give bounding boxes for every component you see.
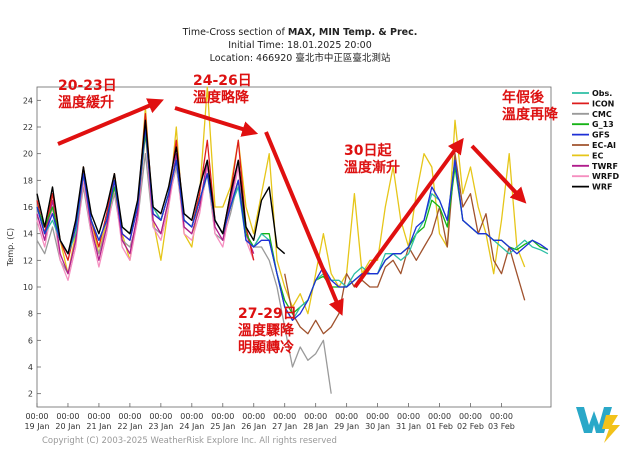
y-tick-label: 22 bbox=[23, 123, 33, 132]
annotation-line: 27-29日 bbox=[238, 306, 297, 322]
annotation-line: 明顯轉冷 bbox=[238, 339, 294, 356]
plot-border bbox=[36, 86, 552, 408]
x-tick-date: 25 Jan bbox=[210, 422, 235, 431]
x-tick-time: 00:00 bbox=[459, 412, 482, 421]
y-tick-label: 12 bbox=[23, 256, 33, 265]
legend-label: ICON bbox=[592, 99, 614, 108]
legend-label: G_13 bbox=[592, 120, 614, 129]
y-tick-label: 2 bbox=[28, 390, 33, 399]
y-tick-label: 8 bbox=[28, 310, 33, 319]
series-line-ec-ai bbox=[284, 153, 526, 335]
annotation-3: 27-29日溫度驟降明顯轉冷 bbox=[238, 306, 297, 356]
x-tick-time: 00:00 bbox=[149, 412, 172, 421]
annotation-1: 20-23日溫度緩升 bbox=[58, 78, 117, 111]
x-tick-date: 24 Jan bbox=[179, 422, 204, 431]
annotation-line: 溫度漸升 bbox=[344, 159, 400, 176]
annotation-arrow-5 bbox=[470, 144, 527, 204]
annotation-arrow-4 bbox=[353, 137, 464, 289]
series-line-wrf bbox=[36, 119, 286, 255]
x-tick-time: 00:00 bbox=[335, 412, 358, 421]
x-tick-date: 21 Jan bbox=[86, 422, 111, 431]
annotation-line: 24-26日 bbox=[193, 73, 252, 89]
legend-label: CMC bbox=[592, 110, 612, 119]
copyright-text: Copyright (C) 2003-2025 WeatherRisk Expl… bbox=[42, 436, 337, 446]
plot-series bbox=[36, 86, 549, 394]
y-tick-label: 4 bbox=[28, 363, 33, 372]
annotation-4: 30日起溫度漸升 bbox=[344, 142, 400, 176]
x-tick-date: 31 Jan bbox=[396, 422, 421, 431]
legend-label: GFS bbox=[592, 131, 610, 140]
x-tick-date: 03 Feb bbox=[488, 422, 515, 431]
legend-label: WRFD bbox=[592, 172, 619, 181]
x-tick-date: 19 Jan bbox=[24, 422, 49, 431]
y-tick-label: 16 bbox=[23, 203, 33, 212]
x-tick-time: 00:00 bbox=[273, 412, 296, 421]
plot-frame bbox=[36, 86, 552, 408]
annotation-line: 年假後 bbox=[502, 89, 545, 106]
annotation-arrow-1 bbox=[57, 98, 164, 146]
annotation-line: 20-23日 bbox=[58, 78, 117, 94]
annotation-5: 年假後溫度再降 bbox=[502, 89, 559, 123]
x-tick-date: 01 Feb bbox=[426, 422, 453, 431]
x-tick-time: 00:00 bbox=[211, 412, 234, 421]
y-tick-label: 18 bbox=[23, 176, 33, 185]
annotation-arrow-2 bbox=[174, 106, 259, 137]
chart-titles: Time-Cross section of MAX, MIN Temp. & P… bbox=[182, 27, 418, 64]
x-tick-date: 20 Jan bbox=[55, 422, 80, 431]
x-tick-time: 00:00 bbox=[490, 412, 513, 421]
legend-label: EC-AI bbox=[592, 141, 616, 150]
annotation-line: 30日起 bbox=[344, 142, 392, 159]
x-tick-time: 00:00 bbox=[25, 412, 48, 421]
x-tick-time: 00:00 bbox=[87, 412, 110, 421]
annotation-line: 溫度再降 bbox=[502, 106, 559, 123]
x-tick-date: 26 Jan bbox=[241, 422, 266, 431]
x-tick-time: 00:00 bbox=[242, 412, 265, 421]
x-tick-time: 00:00 bbox=[118, 412, 141, 421]
annotation-line: 溫度驟降 bbox=[238, 322, 295, 339]
annotation-arrows bbox=[57, 98, 527, 316]
y-tick-label: 24 bbox=[23, 96, 33, 105]
series-line-gfs bbox=[36, 126, 549, 321]
annotation-2: 24-26日溫度略降 bbox=[193, 73, 252, 106]
chart-title: Time-Cross section of MAX, MIN Temp. & P… bbox=[182, 27, 418, 38]
y-axis-label: Temp. (C) bbox=[6, 228, 15, 267]
chart-subtitle-initial-time: Initial Time: 18.01.2025 20:00 bbox=[228, 40, 372, 51]
x-tick-date: 27 Jan bbox=[272, 422, 297, 431]
legend-label: TWRF bbox=[592, 162, 618, 171]
x-tick-time: 00:00 bbox=[56, 412, 79, 421]
x-tick-date: 29 Jan bbox=[334, 422, 359, 431]
x-tick-date: 28 Jan bbox=[303, 422, 328, 431]
weatherrisk-logo: W bbox=[576, 407, 620, 443]
x-tick-time: 00:00 bbox=[366, 412, 389, 421]
x-tick-date: 30 Jan bbox=[365, 422, 390, 431]
x-tick-date: 02 Feb bbox=[457, 422, 484, 431]
logo-bolt-shape bbox=[602, 415, 620, 443]
x-tick-time: 00:00 bbox=[428, 412, 451, 421]
annotation-line: 溫度緩升 bbox=[58, 94, 114, 111]
legend-label: EC bbox=[592, 151, 603, 160]
x-tick-time: 00:00 bbox=[304, 412, 327, 421]
legend-label: WRF bbox=[592, 183, 612, 192]
x-tick-date: 23 Jan bbox=[148, 422, 173, 431]
chart-subtitle-location: Location: 466920 臺北市中正區臺北測站 bbox=[210, 52, 391, 64]
x-tick-time: 00:00 bbox=[180, 412, 203, 421]
series-line-g-13 bbox=[36, 133, 549, 315]
y-tick-label: 20 bbox=[23, 150, 33, 159]
x-tick-date: 22 Jan bbox=[117, 422, 142, 431]
y-tick-label: 10 bbox=[23, 283, 33, 292]
annotation-line: 溫度略降 bbox=[193, 89, 250, 106]
footer: Copyright (C) 2003-2025 WeatherRisk Expl… bbox=[42, 407, 620, 446]
y-tick-label: 14 bbox=[23, 230, 33, 239]
annotations: 20-23日溫度緩升24-26日溫度略降27-29日溫度驟降明顯轉冷30日起溫度… bbox=[58, 73, 559, 356]
annotation-arrow-3 bbox=[264, 131, 344, 316]
x-tick-time: 00:00 bbox=[397, 412, 420, 421]
legend-label: Obs. bbox=[592, 89, 612, 98]
y-tick-label: 6 bbox=[28, 336, 33, 345]
series-line-obs- bbox=[36, 126, 549, 321]
